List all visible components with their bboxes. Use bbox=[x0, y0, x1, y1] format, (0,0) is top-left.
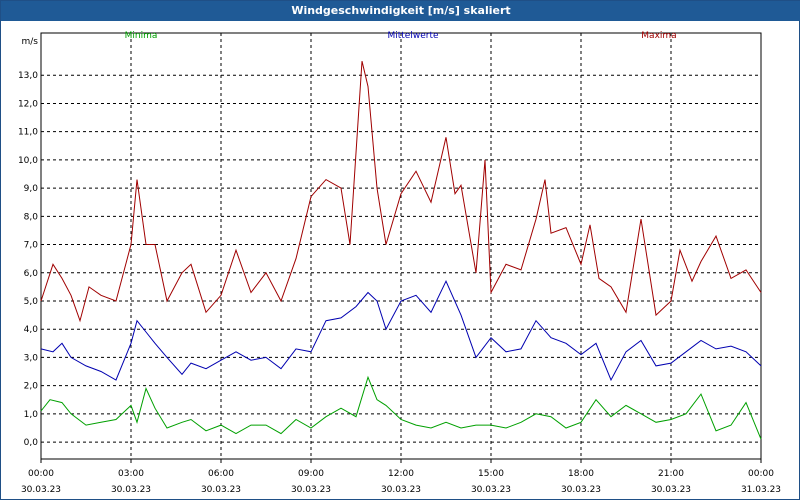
x-tick-date: 31.03.23 bbox=[741, 485, 781, 495]
series-line-mittelwerte bbox=[40, 280, 762, 382]
chart-svg: 0,0 1,0 2,0 3,0 4,0 5,0 6,0 7,0 8,0 9,0 10,0 11,0 12… bbox=[18, 31, 781, 495]
x-tick-time: 00:00 bbox=[28, 469, 54, 479]
x-tick-date: 30.03.23 bbox=[111, 485, 151, 495]
x-tick-date: 30.03.23 bbox=[471, 485, 511, 495]
y-tick-label: 7,0 bbox=[24, 241, 39, 251]
x-tick-time: 12:00 bbox=[388, 469, 414, 479]
x-tick-date: 30.03.23 bbox=[381, 485, 421, 495]
x-tick-date: 30.03.23 bbox=[651, 485, 691, 495]
x-tick-time: 03:00 bbox=[118, 469, 144, 479]
series-layer bbox=[40, 60, 762, 440]
legend-maxima: Maxima bbox=[641, 31, 676, 41]
y-tick-label: 2,0 bbox=[24, 382, 39, 392]
series-line-maxima bbox=[40, 60, 762, 323]
x-tick-date: 30.03.23 bbox=[201, 485, 241, 495]
y-tick-label: 0,0 bbox=[24, 438, 39, 448]
y-tick-label: 11,0 bbox=[18, 128, 38, 138]
y-tick-label: 13,0 bbox=[18, 71, 38, 81]
legend-minima: Minima bbox=[125, 31, 158, 41]
y-tick-label: 8,0 bbox=[24, 212, 39, 222]
legend-mittelwerte: Mittelwerte bbox=[387, 31, 438, 41]
y-tick-label: 3,0 bbox=[24, 353, 39, 363]
x-tick-time: 18:00 bbox=[568, 469, 594, 479]
legend-layer: Minima Mittelwerte Maxima bbox=[125, 31, 677, 41]
x-tick-time: 06:00 bbox=[208, 469, 234, 479]
y-tick-label: 4,0 bbox=[24, 325, 39, 335]
x-tick-date: 30.03.23 bbox=[561, 485, 601, 495]
x-tick-time: 21:00 bbox=[658, 469, 684, 479]
x-tick-time: 09:00 bbox=[298, 469, 324, 479]
y-axis-label: m/s bbox=[22, 37, 39, 47]
chart-title: Windgeschwindigkeit [m/s] skaliert bbox=[1, 1, 800, 21]
y-tick-label: 9,0 bbox=[24, 184, 39, 194]
axis-layer: 0,0 1,0 2,0 3,0 4,0 5,0 6,0 7,0 8,0 9,0 10,0 11,0 12… bbox=[18, 37, 781, 495]
grid-layer bbox=[40, 32, 762, 460]
y-tick-label: 1,0 bbox=[24, 410, 39, 420]
x-tick-date: 30.03.23 bbox=[21, 485, 61, 495]
y-tick-label: 6,0 bbox=[24, 269, 39, 279]
x-tick-date: 30.03.23 bbox=[291, 485, 331, 495]
series-line-minima bbox=[40, 375, 762, 440]
x-tick-time: 15:00 bbox=[478, 469, 504, 479]
y-tick-label: 10,0 bbox=[18, 156, 38, 166]
y-tick-label: 5,0 bbox=[24, 297, 39, 307]
y-tick-label: 12,0 bbox=[18, 99, 38, 109]
x-tick-time: 00:00 bbox=[748, 469, 774, 479]
